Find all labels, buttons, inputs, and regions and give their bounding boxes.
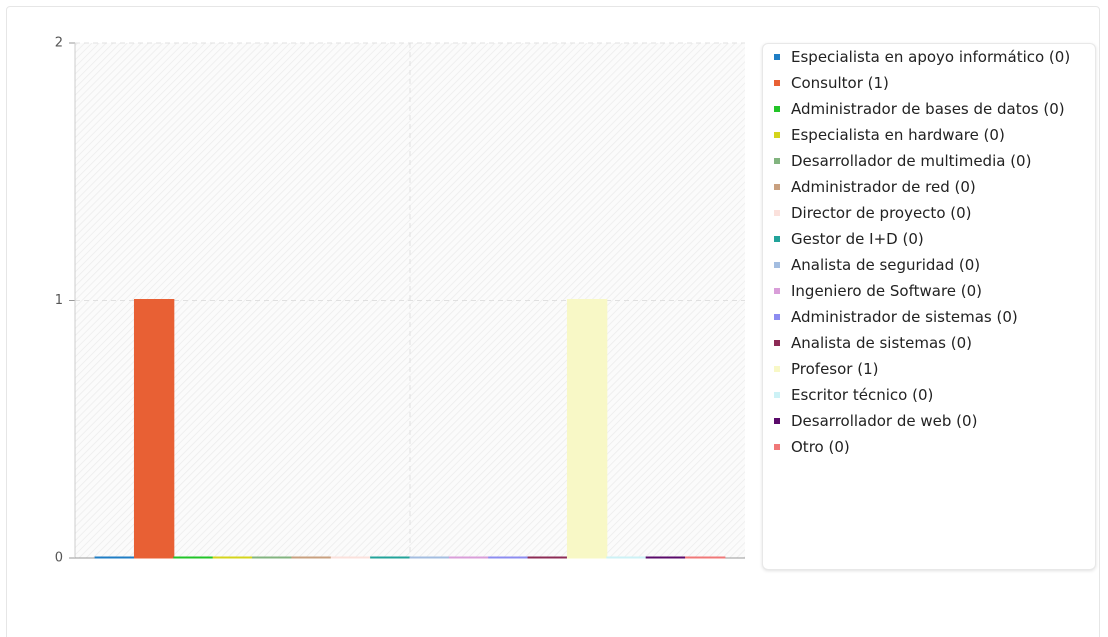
legend: Especialista en apoyo informático (0) Con…: [762, 43, 1096, 570]
legend-swatch: [774, 236, 780, 242]
legend-swatch: [774, 392, 780, 398]
legend-label: Escritor técnico (0): [791, 386, 934, 404]
legend-label: Especialista en hardware (0): [791, 126, 1005, 144]
legend-item[interactable]: Escritor técnico (0): [774, 384, 1087, 407]
bar: [685, 556, 726, 559]
legend-label: Administrador de red (0): [791, 178, 976, 196]
legend-label: Otro (0): [791, 438, 850, 456]
legend-item[interactable]: Consultor (1): [774, 72, 1087, 95]
y-tick-label: 1: [55, 293, 63, 308]
legend-item[interactable]: Otro (0): [774, 436, 1087, 459]
bar: [409, 556, 450, 559]
bar: [448, 556, 490, 559]
legend-swatch: [774, 314, 780, 320]
bar: [566, 299, 608, 559]
legend-item[interactable]: Administrador de bases de datos (0): [774, 98, 1087, 121]
legend-label: Desarrollador de multimedia (0): [791, 152, 1032, 170]
legend-label: Analista de seguridad (0): [791, 256, 981, 274]
legend-swatch: [774, 288, 780, 294]
legend-label: Ingeniero de Software (0): [791, 282, 983, 300]
legend-swatch: [774, 184, 780, 190]
legend-label: Desarrollador de web (0): [791, 412, 978, 430]
legend-swatch: [774, 340, 780, 346]
legend-item[interactable]: Ingeniero de Software (0): [774, 280, 1087, 303]
bar: [330, 556, 372, 559]
legend-swatch: [774, 210, 780, 216]
bar: [94, 556, 135, 559]
legend-label: Profesor (1): [791, 360, 879, 378]
legend-item[interactable]: Administrador de red (0): [774, 176, 1087, 199]
legend-item[interactable]: Especialista en hardware (0): [774, 124, 1087, 147]
legend-label: Administrador de sistemas (0): [791, 308, 1018, 326]
legend-swatch: [774, 444, 780, 450]
legend-swatch: [774, 80, 780, 86]
legend-label: Consultor (1): [791, 74, 889, 92]
bar: [173, 556, 214, 559]
bar: [252, 556, 293, 559]
legend-swatch: [774, 158, 780, 164]
bar: [645, 556, 687, 559]
bar: [370, 556, 411, 559]
legend-label: Director de proyecto (0): [791, 204, 972, 222]
card: [6, 6, 1100, 637]
legend-label: Especialista en apoyo informático (0): [791, 48, 1071, 66]
legend-swatch: [774, 106, 780, 112]
legend-item[interactable]: Desarrollador de multimedia (0): [774, 150, 1087, 173]
legend-swatch: [774, 418, 780, 424]
legend-item[interactable]: Especialista en apoyo informático (0): [774, 46, 1087, 69]
legend-swatch: [774, 366, 780, 372]
legend-item[interactable]: Analista de sistemas (0): [774, 332, 1087, 355]
legend-label: Administrador de bases de datos (0): [791, 100, 1065, 118]
bar: [133, 299, 175, 559]
bar: [527, 556, 568, 559]
legend-swatch: [774, 54, 780, 60]
legend-swatch: [774, 262, 780, 268]
legend-item[interactable]: Desarrollador de web (0): [774, 410, 1087, 433]
y-tick-label: 0: [55, 551, 63, 566]
legend-label: Analista de sistemas (0): [791, 334, 973, 352]
bar: [606, 556, 647, 559]
legend-label: Gestor de I+D (0): [791, 230, 924, 248]
legend-item[interactable]: Analista de seguridad (0): [774, 254, 1087, 277]
legend-swatch: [774, 132, 780, 138]
legend-item[interactable]: Administrador de sistemas (0): [774, 306, 1087, 329]
bar: [291, 556, 332, 559]
y-tick-label: 2: [55, 36, 63, 51]
legend-item[interactable]: Profesor (1): [774, 358, 1087, 381]
legend-item[interactable]: Gestor de I+D (0): [774, 228, 1087, 251]
legend-item[interactable]: Director de proyecto (0): [774, 202, 1087, 225]
bar: [212, 556, 254, 559]
bar: [488, 556, 529, 559]
